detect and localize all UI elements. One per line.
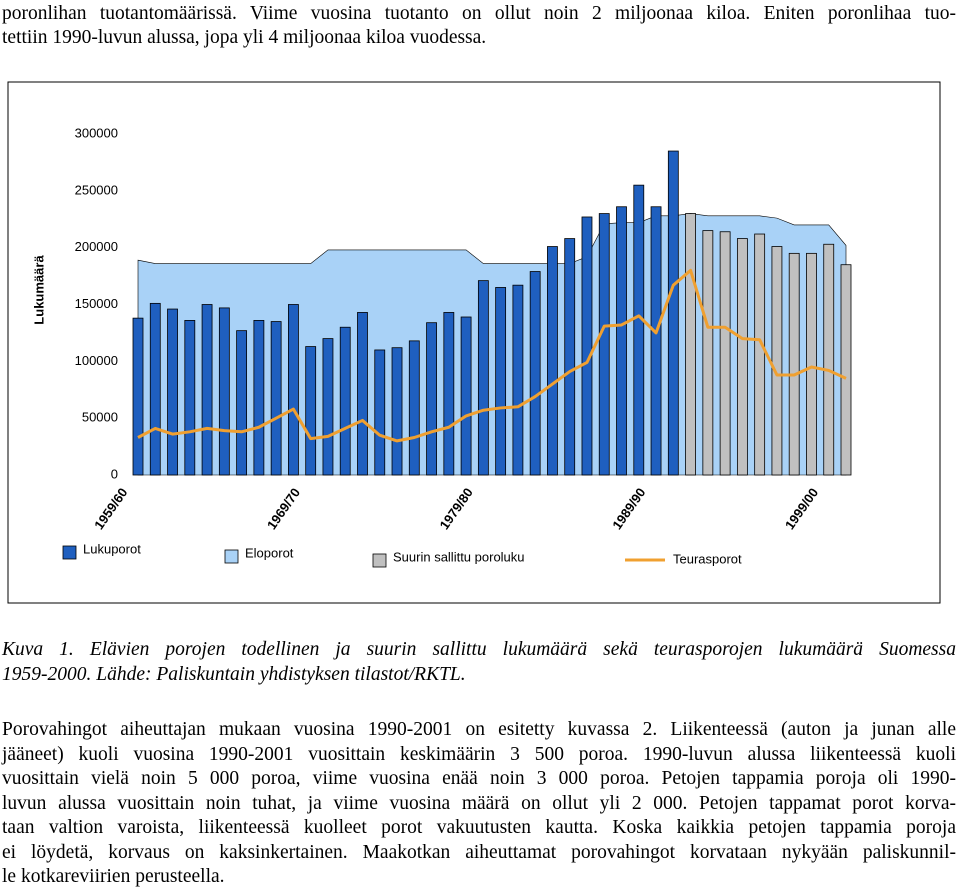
bar — [581, 216, 593, 476]
bar — [322, 338, 334, 476]
bar — [616, 206, 627, 476]
bar — [288, 304, 299, 476]
bar — [650, 206, 662, 476]
bar — [443, 312, 455, 476]
bar — [357, 312, 368, 476]
y-tick-label: 250000 — [75, 182, 118, 197]
y-tick-label: 200000 — [75, 239, 118, 254]
y-tick-label: 150000 — [75, 296, 118, 311]
bar — [823, 243, 835, 476]
bar — [460, 316, 472, 476]
bar — [270, 321, 282, 476]
caption-line: Kuva 1. Elävien porojen todellinen ja su… — [2, 639, 956, 660]
bar — [685, 213, 696, 476]
bar — [598, 213, 610, 476]
text-line: jääneet) kuoli vuosina 1990-2001 vuositt… — [2, 743, 956, 765]
bar — [477, 280, 489, 476]
bar — [754, 233, 766, 476]
bar — [253, 320, 265, 476]
bar — [771, 246, 783, 476]
text-line: ei löydetä, korvaus on kaksinkertainen. … — [2, 841, 956, 863]
bar — [719, 231, 731, 476]
bar — [547, 246, 558, 476]
legend-label: Suurin sallittu poroluku — [393, 549, 525, 564]
y-tick-label: 300000 — [75, 125, 118, 140]
legend-label: Teurasporot — [673, 551, 742, 566]
bar — [529, 271, 541, 476]
legend-label: Eloporot — [245, 545, 294, 560]
bar — [236, 330, 248, 476]
text-line: tettiin 1990-luvun alussa, jopa yli 4 mi… — [2, 27, 487, 48]
bar — [667, 150, 679, 476]
bar — [339, 326, 351, 476]
bar — [633, 184, 645, 476]
bar — [736, 238, 748, 476]
text-line: taan valtion varoista, liikenteessä kuol… — [2, 817, 956, 838]
text-line: poronlihan tuotantomäärissä. Viime vuosi… — [2, 3, 956, 24]
bar — [788, 252, 800, 476]
y-tick-label: 50000 — [82, 410, 118, 425]
bar — [702, 230, 714, 476]
y-axis-label: Lukumäärä — [31, 255, 46, 325]
bar — [218, 307, 230, 476]
text-line: Porovahingot aiheuttajan mukaan vuosina … — [2, 719, 956, 740]
bar — [305, 346, 317, 476]
legend-swatch — [224, 549, 239, 564]
bar — [840, 264, 852, 476]
bar — [564, 238, 576, 476]
legend-label: Lukuporot — [83, 541, 141, 556]
bar — [426, 322, 437, 476]
legend-swatch — [372, 553, 387, 568]
text-line: le kotkareviirien perusteella. — [2, 866, 225, 887]
bar — [132, 317, 144, 476]
y-tick-label: 0 — [111, 466, 118, 481]
caption-line: 1959-2000. Lähde: Paliskuntain yhdistyks… — [2, 664, 466, 685]
line — [137, 268, 847, 443]
chart: Lukumäärä 0 50000 100000 150000 200000 250000… — [7, 81, 941, 604]
text-line: vuosittain vielä noin 5 000 poroa, viime… — [2, 768, 956, 789]
text-line: luvun alussa vuosittain noin tuhat, ja v… — [2, 792, 956, 814]
bar — [374, 349, 386, 476]
bar — [495, 287, 507, 476]
bar — [184, 320, 196, 476]
legend-swatch — [62, 545, 77, 560]
y-tick-label: 100000 — [75, 353, 118, 368]
bar — [512, 284, 524, 476]
bar — [408, 340, 420, 476]
bar — [201, 304, 213, 476]
bar — [391, 347, 403, 476]
bar — [806, 252, 817, 476]
bar — [167, 308, 178, 476]
bar — [149, 302, 161, 476]
